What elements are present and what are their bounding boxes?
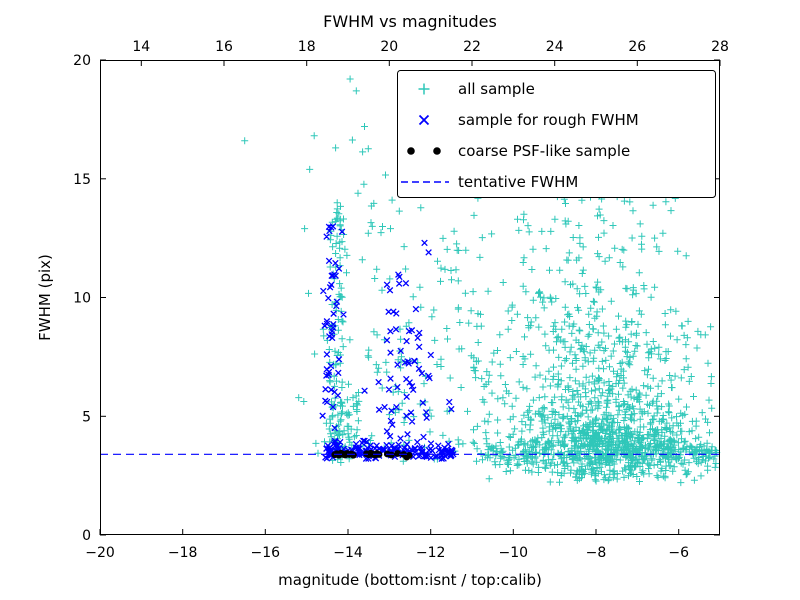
legend-box [397,70,716,198]
x-tick-bottom: −14 [333,545,363,561]
x-tick-top: 16 [215,39,233,55]
chart-title: FWHM vs magnitudes [323,12,497,31]
x-tick-bottom: −20 [85,545,115,561]
x-axis-label: magnitude (bottom:isnt / top:calib) [278,571,542,589]
legend: all sample sample for rough FWHM coarse PS… [397,70,716,198]
x-tick-top: 24 [546,39,564,55]
x-tick-bottom: −8 [586,545,607,561]
y-tick: 0 [82,528,91,544]
legend-entry-all-sample: all sample [418,80,535,98]
axis-tick-labels: −20 −18 −16 −14 −12 −10 −8 −6 14 16 18 20 22 24 26 28 0 5… [73,39,729,561]
y-tick: 20 [73,53,91,69]
x-tick-top: 14 [132,39,150,55]
legend-label: sample for rough FWHM [458,111,639,129]
x-tick-top: 20 [380,39,398,55]
x-marker-icon [418,114,430,126]
axis-ticks [99,59,721,536]
y-axis-label: FWHM (pix) [36,254,54,341]
plus-marker-icon [418,83,430,95]
legend-entry-tentative-fwhm: tentative FWHM [401,173,578,191]
x-tick-bottom: −18 [168,545,198,561]
x-tick-top: 22 [463,39,481,55]
x-tick-top: 18 [298,39,316,55]
dot-marker-icon [433,147,441,155]
dot-marker-icon [407,147,415,155]
x-tick-bottom: −10 [499,545,529,561]
legend-label: tentative FWHM [458,173,578,191]
x-tick-top: 28 [711,39,729,55]
legend-label: all sample [458,80,535,98]
x-tick-bottom: −6 [668,545,689,561]
legend-entry-sample-for-rough-fwhm: sample for rough FWHM [418,111,639,129]
y-tick: 5 [82,409,91,425]
legend-label: coarse PSF-like sample [458,142,630,160]
x-tick-bottom: −12 [416,545,446,561]
x-tick-top: 26 [628,39,646,55]
y-tick: 10 [73,291,91,307]
y-tick: 15 [73,172,91,188]
legend-entry-coarse-psf-like-sample: coarse PSF-like sample [407,142,630,160]
x-tick-bottom: −16 [251,545,281,561]
